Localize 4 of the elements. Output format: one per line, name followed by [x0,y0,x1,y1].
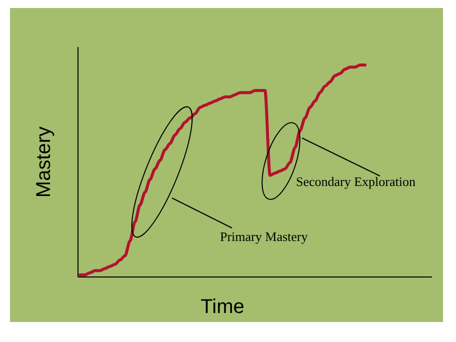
annotation: Secondary Exploration [296,174,416,189]
y-axis-title: Mastery [33,126,55,198]
annotation: Primary Mastery [220,229,308,244]
x-axis-title: Time [200,296,244,318]
